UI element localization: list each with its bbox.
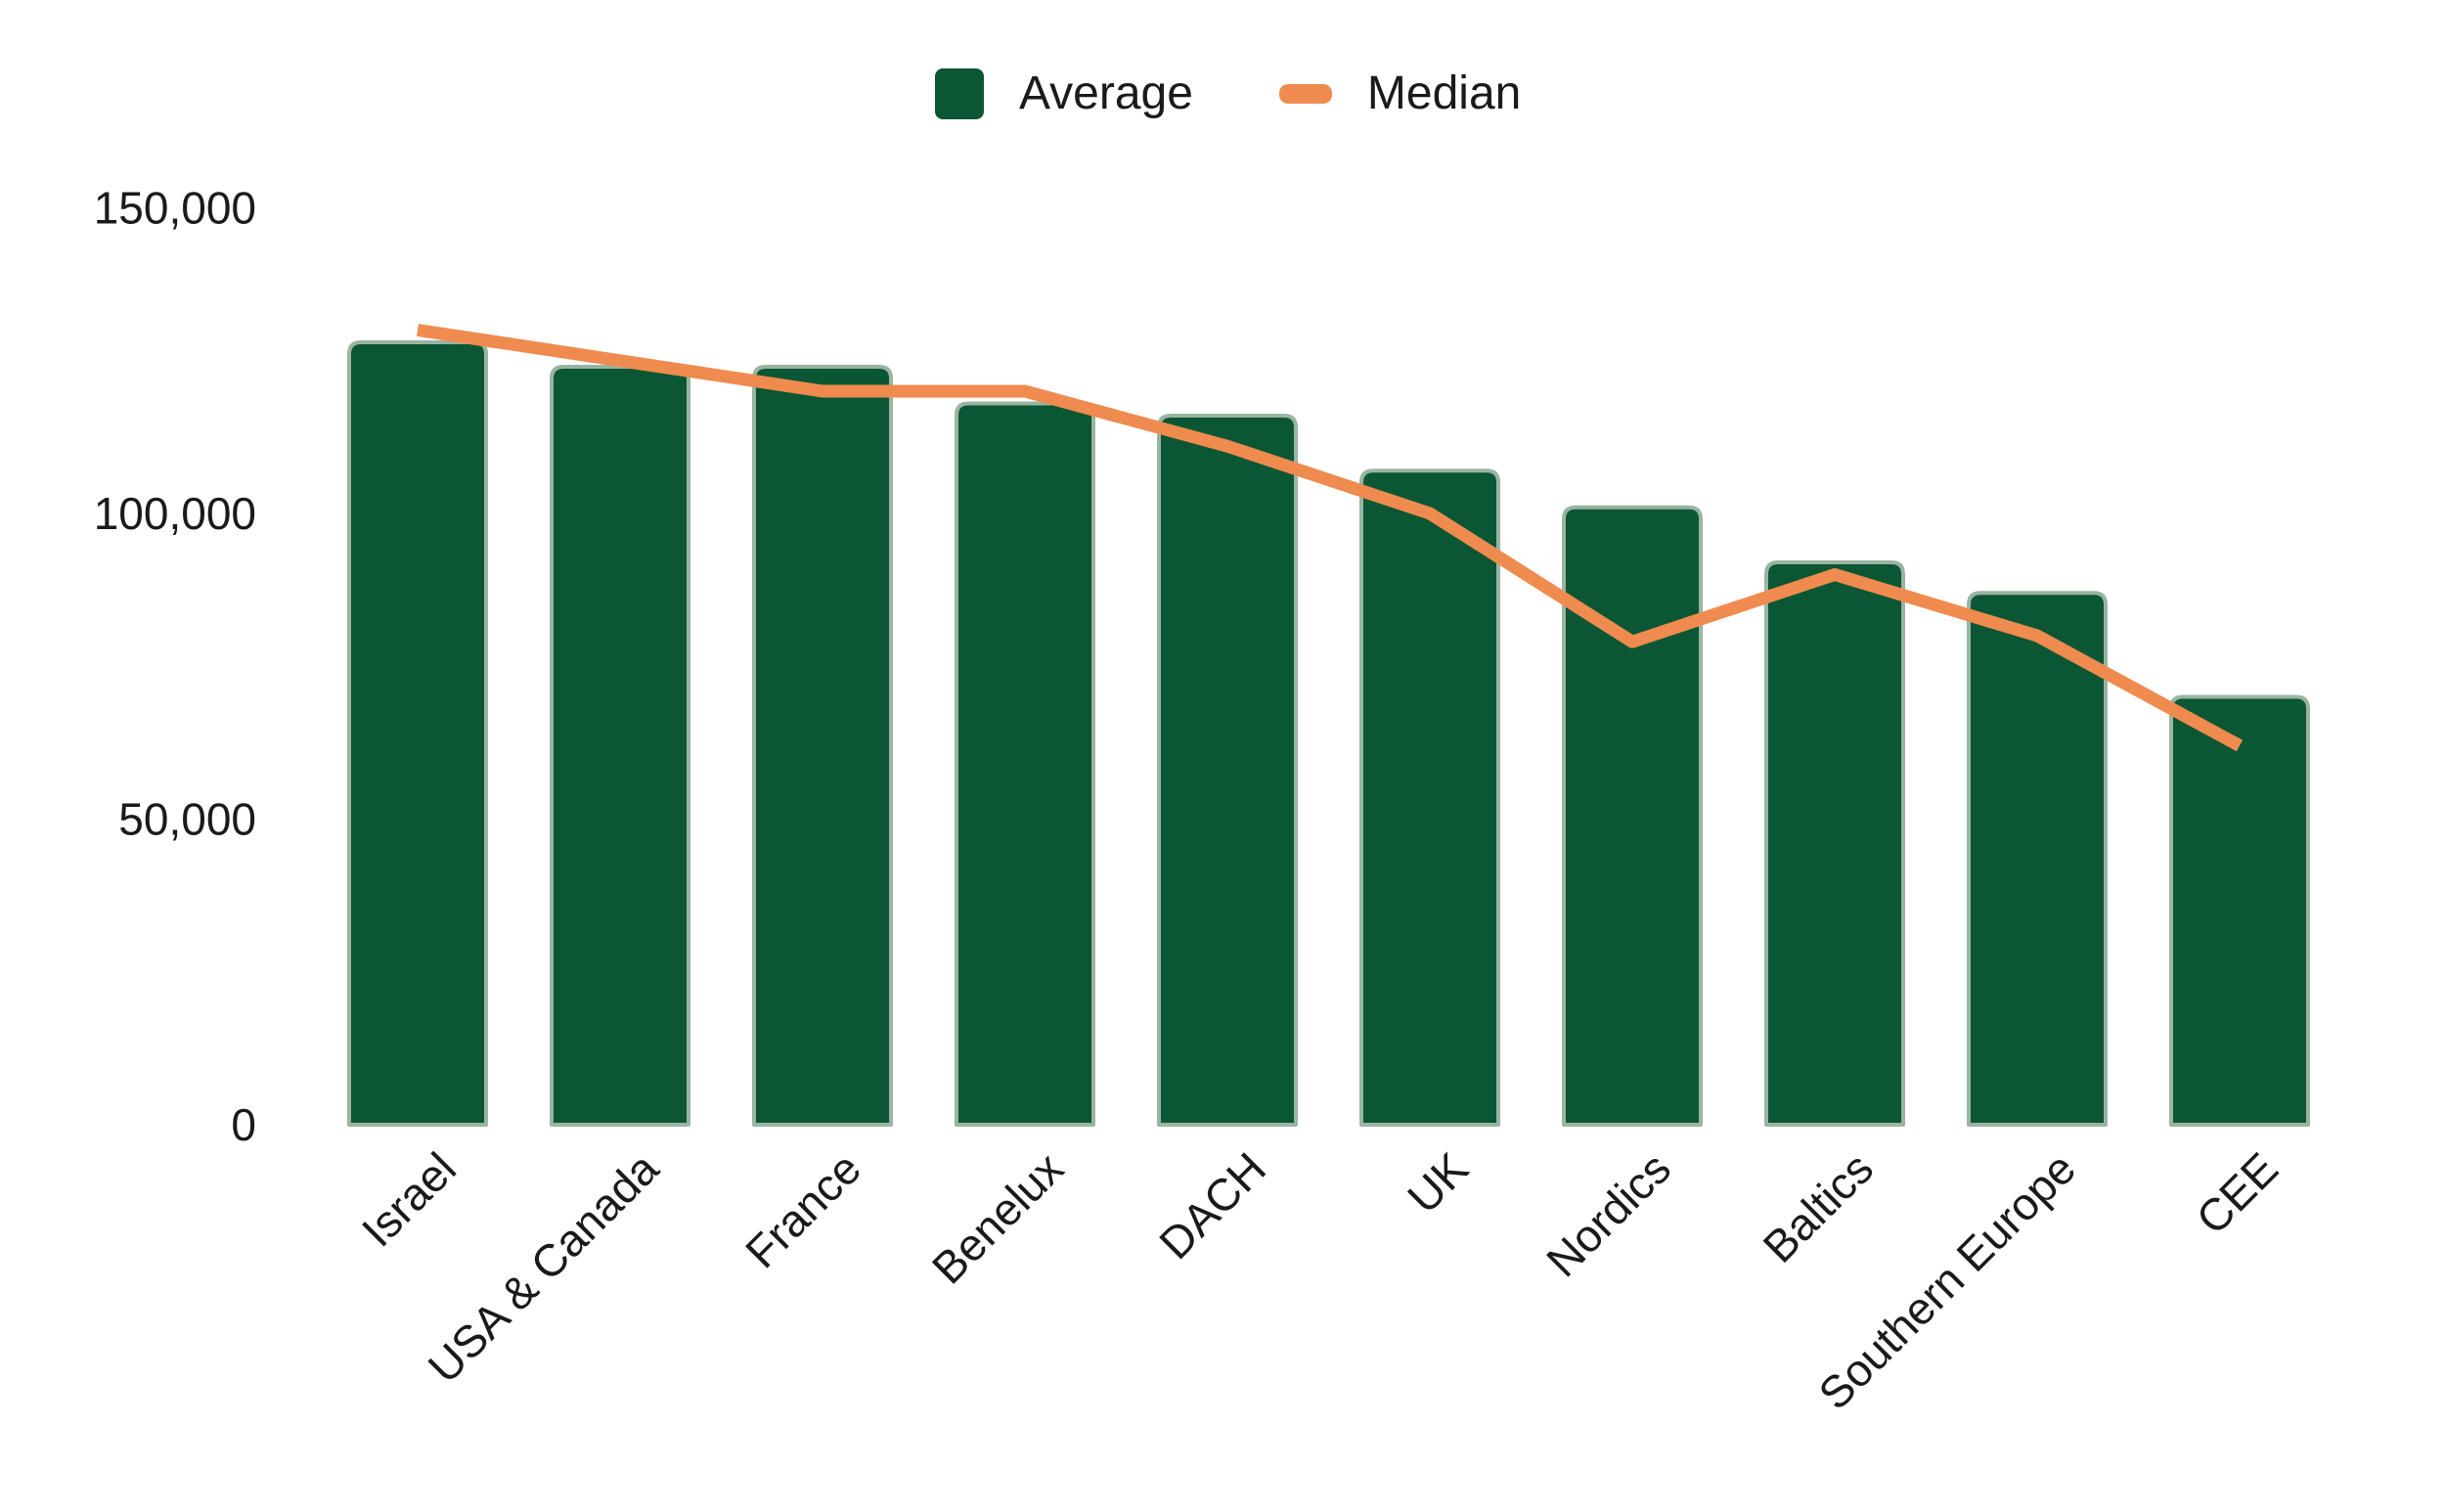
x-axis-label-baltics: Baltics [1753,1142,1883,1272]
x-axis-label-nordics: Nordics [1536,1142,1680,1286]
median-line [417,324,2244,752]
y-tick-label-100-000: 100,000 [94,488,256,539]
bar-baltics [1764,560,1905,1127]
legend-label-median: Median [1366,67,1522,119]
bar-cee [2169,694,2310,1127]
x-axis-label-benelux: Benelux [922,1142,1073,1293]
legend-item-median: Median [1278,67,1522,119]
median-line-swatch-icon [1278,84,1332,104]
legend: Average Median [935,68,1521,119]
bar-nordics [1562,505,1703,1127]
legend-label-average: Average [1019,67,1193,119]
bar-southern-europe [1967,591,2108,1127]
x-axis-label-uk: UK [1398,1142,1478,1223]
x-axis-label-cee: CEE [2186,1142,2288,1244]
x-axis-label-france: France [735,1142,870,1277]
bar-france [752,365,893,1127]
bar-israel [347,340,488,1127]
bar-dach [1157,414,1298,1127]
bar-uk [1359,468,1500,1127]
y-tick-label-0: 0 [231,1099,256,1150]
x-axis-label-israel: Israel [352,1142,466,1256]
y-tick-label-50-000: 50,000 [118,794,256,845]
bar-benelux [955,401,1095,1127]
y-tick-label-150-000: 150,000 [94,183,256,234]
legend-item-average: Average [935,68,1193,119]
average-bar-swatch-icon [935,68,984,119]
x-axis-label-dach: DACH [1149,1142,1275,1268]
bar-usa-canada [550,365,690,1127]
